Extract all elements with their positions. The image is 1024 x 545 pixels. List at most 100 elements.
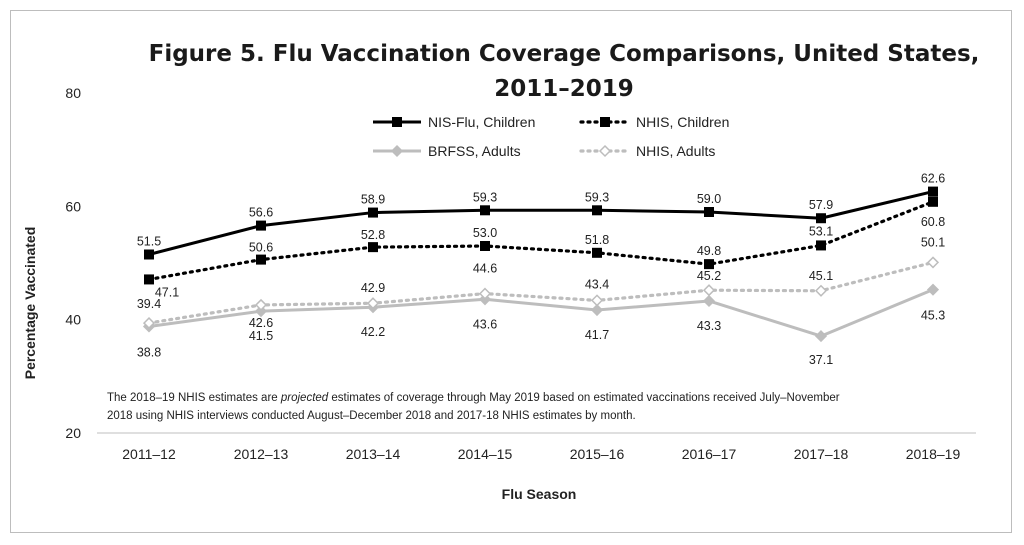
legend-item-nhis-adults: NHIS, Adults (579, 143, 715, 159)
y-tick-label-3: 80 (65, 85, 81, 101)
point-nhis-children-4 (592, 247, 602, 258)
x-tick-label-6: 2017–18 (794, 446, 849, 462)
point-nhis-adults-4 (590, 294, 604, 307)
data-label-nis-flu-children-1: 56.6 (249, 206, 273, 220)
legend-label-nhis-adults: NHIS, Adults (636, 143, 715, 159)
point-nhis-adults-3 (478, 287, 492, 300)
data-label-nhis-adults-1: 42.6 (249, 316, 273, 330)
data-label-nhis-children-5: 49.8 (697, 244, 721, 258)
series-nhis-children (144, 196, 938, 285)
point-brfss-adults-4 (590, 303, 604, 317)
point-nis-flu-children-4 (592, 205, 602, 216)
point-nis-flu-children-0 (144, 249, 154, 260)
point-nhis-children-2 (368, 242, 378, 253)
data-label-nhis-children-0: 47.1 (155, 285, 179, 299)
series-nhis-adults (142, 256, 940, 330)
x-tick-label-3: 2014–15 (458, 446, 513, 462)
legend-label-brfss-adults: BRFSS, Adults (428, 143, 521, 159)
point-nhis-adults-7 (926, 256, 940, 269)
point-brfss-adults-1 (254, 305, 268, 318)
series-line-nhis-adults (147, 260, 935, 325)
point-nhis-adults-0 (142, 317, 156, 330)
chart-title-line-1: Figure 5. Flu Vaccination Coverage Compa… (149, 41, 980, 67)
legend-item-nis-flu-children: NIS-Flu, Children (373, 114, 535, 130)
point-nhis-adults-6 (814, 284, 828, 297)
series-line-nhis-children (147, 200, 935, 282)
line-chart: Figure 5. Flu Vaccination Coverage Compa… (22, 41, 980, 502)
data-label-brfss-adults-4: 41.7 (585, 328, 609, 342)
data-label-brfss-adults-1: 41.5 (249, 329, 273, 343)
x-tick-label-5: 2016–17 (682, 446, 737, 462)
data-label-nhis-adults-3: 44.6 (473, 262, 497, 276)
footnote-line-1-start: The 2018–19 NHIS estimates are (107, 392, 281, 404)
point-nhis-children-5 (704, 259, 714, 270)
y-tick-labels: 20 40 60 80 (65, 85, 81, 441)
x-axis-label: Flu Season (502, 486, 577, 502)
data-label-nis-flu-children-2: 58.9 (361, 193, 385, 207)
data-label-nhis-children-7: 60.8 (921, 215, 945, 229)
data-label-nhis-children-2: 52.8 (361, 228, 385, 242)
data-label-nhis-children-1: 50.6 (249, 241, 273, 255)
point-nis-flu-children-2 (368, 207, 378, 218)
chart-title-line-2: 2011–2019 (494, 76, 634, 102)
series-line-brfss-adults (148, 288, 934, 338)
data-label-nis-flu-children-7: 62.6 (921, 172, 945, 186)
point-brfss-adults-5 (702, 294, 716, 308)
y-tick-label-0: 20 (65, 425, 81, 441)
x-tick-labels: 2011–12 2012–13 2013–14 2014–15 2015–16 2016–… (122, 446, 960, 462)
data-label-brfss-adults-0: 38.8 (137, 345, 161, 359)
legend: NIS-Flu, Children NHIS, Children BRFSS, Ad… (373, 114, 729, 159)
point-nis-flu-children-1 (256, 220, 266, 231)
x-tick-label-2: 2013–14 (346, 446, 401, 462)
data-label-brfss-adults-3: 43.6 (473, 317, 497, 331)
legend-marker-nis-flu-children (392, 117, 402, 127)
data-labels: 51.5 56.6 58.9 59.3 59.3 59.0 57.9 62.6 47.1 50.6… (137, 172, 945, 368)
point-nis-flu-children-3 (480, 205, 490, 216)
legend-marker-nhis-adults (598, 144, 612, 158)
data-label-brfss-adults-7: 45.3 (921, 309, 945, 323)
data-label-nis-flu-children-4: 59.3 (585, 190, 609, 204)
point-nhis-adults-5 (702, 284, 716, 297)
data-label-nhis-adults-7: 50.1 (921, 235, 945, 249)
point-nhis-adults-1 (254, 298, 268, 311)
point-nhis-adults-2 (366, 297, 380, 310)
point-brfss-adults-6 (814, 330, 828, 343)
footnote-line-2: 2018 using NHIS interviews conducted Aug… (107, 410, 636, 422)
data-label-nis-flu-children-3: 59.3 (473, 190, 497, 204)
y-tick-label-2: 60 (65, 198, 81, 214)
data-label-brfss-adults-2: 42.2 (361, 325, 385, 339)
legend-label-nis-flu-children: NIS-Flu, Children (428, 114, 535, 130)
chart-frame: Figure 5. Flu Vaccination Coverage Compa… (10, 10, 1012, 533)
point-nis-flu-children-7 (928, 186, 938, 197)
data-label-nhis-adults-6: 45.1 (809, 269, 833, 283)
point-brfss-adults-7 (926, 283, 940, 296)
data-label-nhis-adults-2: 42.9 (361, 281, 385, 295)
point-nhis-children-7 (928, 196, 938, 207)
data-label-nhis-children-3: 53.0 (473, 226, 497, 240)
point-nhis-children-6 (816, 240, 826, 251)
data-label-nhis-adults-0: 39.4 (137, 297, 161, 311)
data-label-nis-flu-children-5: 59.0 (697, 192, 721, 206)
legend-marker-brfss-adults (390, 144, 404, 158)
y-tick-label-1: 40 (65, 312, 81, 328)
footnote-line-1-emphasis: projected (280, 392, 329, 404)
data-label-nhis-children-4: 51.8 (585, 233, 609, 247)
series-nis-flu-children (144, 186, 938, 260)
footnote: The 2018–19 NHIS estimates are projected… (107, 392, 840, 422)
footnote-line-1-end: estimates of coverage through May 2019 b… (328, 392, 840, 404)
point-nis-flu-children-6 (816, 213, 826, 224)
data-label-nis-flu-children-6: 57.9 (809, 198, 833, 212)
data-label-brfss-adults-5: 43.3 (697, 319, 721, 333)
series-group (142, 186, 940, 343)
legend-marker-nhis-children (600, 117, 610, 127)
data-label-nhis-adults-5: 45.2 (697, 269, 721, 283)
legend-item-brfss-adults: BRFSS, Adults (373, 143, 521, 159)
legend-item-nhis-children: NHIS, Children (579, 114, 729, 130)
data-label-nhis-adults-4: 43.4 (585, 277, 609, 291)
y-axis-label: Percentage Vaccinated (22, 227, 38, 380)
footnote-line-1: The 2018–19 NHIS estimates are projected… (107, 392, 840, 404)
point-nhis-children-0 (144, 274, 154, 285)
x-tick-label-1: 2012–13 (234, 446, 289, 462)
data-label-nhis-children-6: 53.1 (809, 224, 833, 238)
x-tick-label-4: 2015–16 (570, 446, 625, 462)
